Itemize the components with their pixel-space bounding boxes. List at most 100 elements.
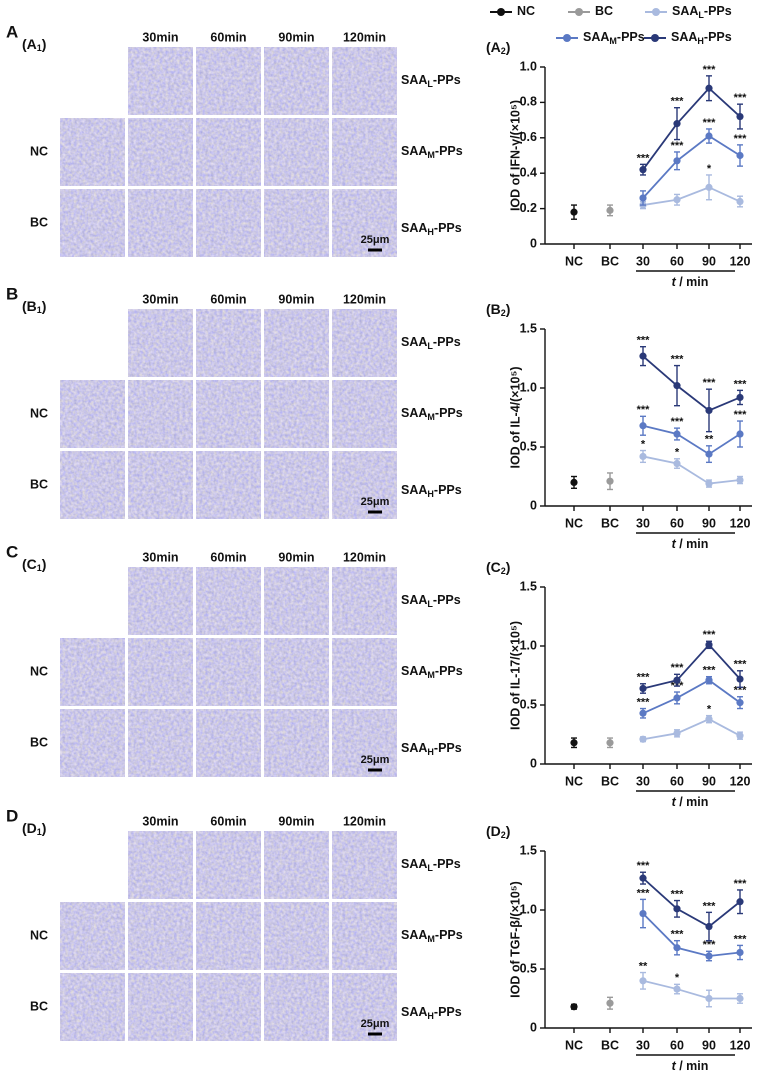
significance-label: *** <box>734 933 748 945</box>
group-label-part: SAA <box>401 664 427 678</box>
data-point <box>736 675 744 683</box>
x-axis-title: t / min <box>672 1059 709 1071</box>
significance-label: * <box>707 704 712 716</box>
chart-panel-label-part: ) <box>506 559 511 575</box>
panel-letter: B <box>6 284 18 303</box>
data-point <box>606 999 614 1007</box>
legend-label-part: SAA <box>583 30 609 44</box>
significance-label: *** <box>671 416 685 428</box>
row-label: BC <box>30 999 48 1013</box>
data-point <box>570 478 578 486</box>
column-header: 60min <box>210 292 246 306</box>
significance-label: *** <box>703 629 717 641</box>
image-panel-label: (A1) <box>22 36 46 54</box>
significance-label: *** <box>734 409 748 421</box>
x-axis-title: t / min <box>672 795 709 809</box>
data-point <box>673 120 681 128</box>
data-point <box>736 699 744 707</box>
x-tick-label: 120 <box>730 516 751 530</box>
x-tick-label: 60 <box>670 1038 684 1052</box>
data-point <box>736 151 744 160</box>
group-label: SAAL-PPs <box>401 857 461 873</box>
data-point <box>736 393 744 402</box>
data-point <box>639 166 647 174</box>
column-header: 30min <box>142 814 178 828</box>
column-header: 60min <box>210 550 246 564</box>
group-label-part: -PPs <box>434 483 462 497</box>
group-label: SAAL-PPs <box>401 335 461 351</box>
y-tick-label: 0.2 <box>520 201 537 215</box>
micrograph <box>264 380 329 448</box>
group-label-part: -PPs <box>433 73 461 87</box>
x-axis-title-part: t <box>672 795 677 809</box>
micrograph <box>332 118 397 186</box>
micrograph <box>332 309 397 377</box>
group-label-part: -PPs <box>433 593 461 607</box>
legend-label-part: L <box>698 10 704 20</box>
micrograph <box>128 567 193 635</box>
image-panel-label-part: (B <box>22 298 37 314</box>
significance-label: *** <box>734 92 748 104</box>
scale-bar-label: 25μm <box>361 1018 390 1030</box>
chart-panel-label-part: ) <box>506 39 511 55</box>
micrograph <box>60 189 125 257</box>
data-point <box>705 994 713 1003</box>
group-label-part: M <box>427 150 435 160</box>
y-axis-title: IOD of IL-17/(×10⁵) <box>508 621 522 730</box>
micrograph <box>196 902 261 970</box>
data-point <box>736 994 744 1003</box>
scale-bar-label: 25μm <box>361 754 390 766</box>
micrograph <box>196 189 261 257</box>
data-point <box>639 874 647 882</box>
series-line <box>642 718 741 741</box>
image-panel-label-part: (D <box>22 820 37 836</box>
x-tick-label: 30 <box>636 1038 650 1052</box>
group-label: SAAL-PPs <box>401 73 461 89</box>
group-label-part: H <box>427 227 434 237</box>
data-point <box>673 985 681 993</box>
micrograph <box>332 831 397 899</box>
data-point <box>673 905 681 913</box>
group-label-part: -PPs <box>435 144 463 158</box>
y-tick-label: 0 <box>530 756 537 770</box>
legend-label-part: -PPs <box>617 30 645 44</box>
data-point <box>606 477 614 485</box>
significance-label: * <box>675 972 680 984</box>
series-line <box>642 877 741 928</box>
x-tick-label: BC <box>601 254 619 268</box>
group-label-part: L <box>427 79 433 89</box>
group-label-part: H <box>427 489 434 499</box>
significance-label: * <box>707 163 712 175</box>
x-tick-label: 90 <box>702 516 716 530</box>
group-label-part: SAA <box>401 741 427 755</box>
legend-label-part: M <box>609 36 617 46</box>
significance-label: * <box>675 447 680 459</box>
micrograph <box>264 902 329 970</box>
data-point <box>736 898 744 906</box>
data-point <box>736 476 744 484</box>
legend-label: SAAL-PPs <box>672 4 732 20</box>
micrograph <box>128 638 193 706</box>
group-label-part: SAA <box>401 483 427 497</box>
data-point <box>673 459 681 468</box>
data-point <box>705 183 713 191</box>
series-line <box>642 355 741 412</box>
chart-panel-label-part: 2 <box>501 308 506 318</box>
group-label-part: SAA <box>401 335 427 349</box>
x-axis-title-part: t <box>672 1059 677 1071</box>
significance-label: *** <box>637 860 651 872</box>
panel-letter: A <box>6 22 18 41</box>
group-label-part: SAA <box>401 73 427 87</box>
data-point <box>673 944 681 952</box>
x-tick-label: 90 <box>702 1038 716 1052</box>
group-label: SAAH-PPs <box>401 1005 462 1021</box>
column-header: 90min <box>278 550 314 564</box>
y-tick-label: 1.0 <box>520 638 537 652</box>
data-point <box>639 194 647 202</box>
micrograph <box>196 47 261 115</box>
x-tick-label: NC <box>565 774 583 788</box>
x-tick-label: 60 <box>670 774 684 788</box>
data-point <box>673 694 681 702</box>
series-line <box>642 134 741 199</box>
